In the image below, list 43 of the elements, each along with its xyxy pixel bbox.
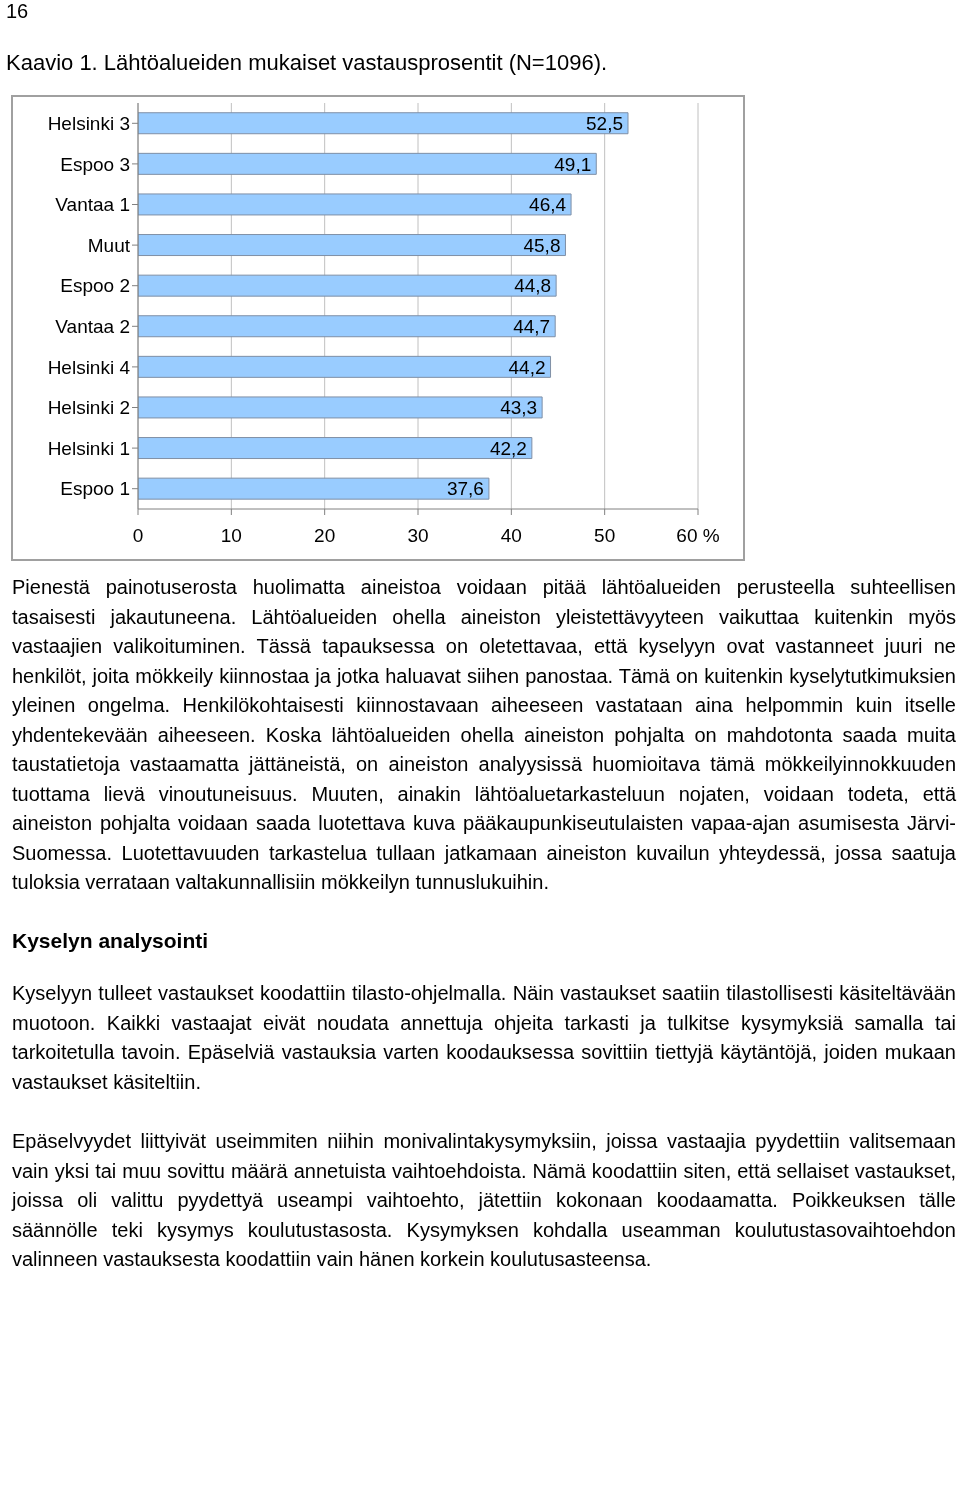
data-label: 49,1 <box>554 153 592 175</box>
chart-title: Kaavio 1. Lähtöalueiden mukaiset vastausprosentit (N=1096). <box>6 50 609 77</box>
bar <box>138 234 566 257</box>
data-label: 44,8 <box>514 275 552 297</box>
x-tick-label: 10 <box>220 525 242 547</box>
data-label: 37,6 <box>446 478 484 500</box>
y-tick-label: Espoo 3 <box>60 153 130 175</box>
text: Kyselyn analysointi <box>12 927 210 954</box>
data-label: 44,7 <box>513 315 551 337</box>
y-tick-label: Espoo 1 <box>60 478 130 500</box>
y-tick-label: Helsinki 4 <box>47 356 131 378</box>
y-tick-label: Muut <box>87 234 131 256</box>
bar <box>138 315 556 338</box>
data-label: 43,3 <box>500 397 538 419</box>
y-tick-label: Espoo 2 <box>60 275 130 297</box>
x-tick-label: 30 <box>407 525 429 547</box>
x-tick-label: 40 <box>500 525 522 547</box>
bar <box>138 193 572 216</box>
bar <box>138 355 552 378</box>
bar <box>138 477 490 500</box>
bar <box>138 112 629 135</box>
x-tick-label: 50 <box>594 525 616 547</box>
bar <box>138 396 543 419</box>
text: Pienestä painotuserosta huolimatta aineistoa voidaan pitää lähtöalueiden perusteella suhteellisen tasaisesti jakautuneena. Lähtöalueiden ohella aineiston yleistettävyyteen vaikuttaa kuitenkin myös vastaajien valikoituminen. Tässä tapauksessa on oletettavaa, että kyselyyn ovat vastanneet juuri ne henkilöt, joita mökkeily kiinnostaa ja jotka haluavat siihen panostaa. Tämä on kuitenkin kyselytutkimuksien yleinen ongelma. Henkilökohtaisesti kiinnostavaan aiheeseen vastataan aina helpommin kuin itselle yhdentekevään aiheeseen. Koska lähtöalueiden ohella aineiston pohjalta on mahdotonta saada muita taustatietoja vastaamatta jättäneistä, on aineiston analyysissä huomioitava tämä mökkeilyinnokkuuden tuottama lievä vinoutuneisuus. Muuten, ainakin lähtöaluetarkasteluun nojaten, voidaan todeta, että aineiston pohjalta voidaan saada luotettava kuva pääkaupunkiseutulaisten vapaa-ajan asumisesta Järvi-Suomessa. Luotettavuuden tarkastelua tullaan jatkamaan aineiston kuvailun yhteydessä, jossa saatuja tuloksia verrataan valtakunnallisiin mökkeilyn tunnuslukuihin. <box>12 576 956 893</box>
x-tick-label: 0 <box>132 525 144 547</box>
bar <box>138 152 597 175</box>
bar <box>138 437 533 460</box>
y-tick-label: Vantaa 2 <box>55 316 130 338</box>
data-label: 52,5 <box>586 112 623 134</box>
y-tick-label: Helsinki 3 <box>47 113 130 135</box>
text: Kyselyyn tulleet vastaukset koodattiin tilasto-ohjelmalla. Näin vastaukset saatiin tilastollisesti käsiteltävään muotoon. Kaikki vastaajat eivät noudata annettuja ohjeita tarkasti ja tulkitse kysymyksiä samalla tai tarkoitetulla tavoin. Epäselviä vastauksia varten koodauksessa sovittiin tiettyjä käytäntöjä, joiden mukaan vastaukset käsiteltiin. <box>12 981 956 1095</box>
text: Epäselvyydet liittyivät useimmiten niihin monivalintakysymyksiin, joissa vastaajia pyydettiin valitsemaan vain yksi tai muu sovittu määrä annetuista vaihtoehdoista. Nämä koodattiin siten, että sellaiset vastaukset, joissa oli valittu pyydettyä useampi vaihtoehto, jätettiin kokonaan koodaamatta. Poikkeuksen tälle säännölle teki kysymys koulutustasosta. Kysymyksen kohdalla useamman koulutustasovaihtoehdon valinneen vastauksesta koodattiin vain hänen korkein koulutusasteensa. <box>12 1129 956 1272</box>
data-label: 44,2 <box>508 356 546 378</box>
data-label: 45,8 <box>523 234 561 256</box>
bar <box>138 274 557 297</box>
y-tick-label: Vantaa 1 <box>55 194 130 216</box>
x-tick-label: 20 <box>314 525 336 547</box>
text: 16 <box>6 0 30 24</box>
x-tick-label: 60 % <box>676 525 720 547</box>
data-label: 46,4 <box>529 194 567 216</box>
y-tick-label: Helsinki 1 <box>47 437 130 459</box>
y-tick-label: Helsinki 2 <box>47 397 130 419</box>
data-label: 42,2 <box>489 437 527 459</box>
